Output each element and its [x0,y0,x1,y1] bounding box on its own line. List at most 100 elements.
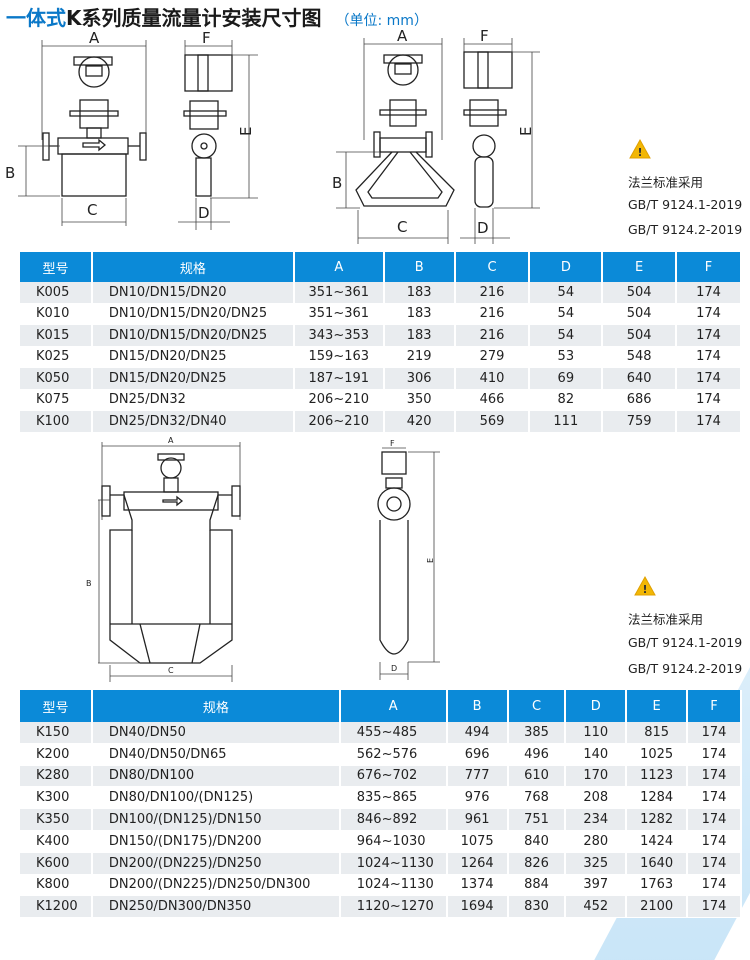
model-cell: K100 [20,410,93,433]
dimension-cell: 351~361 [293,303,385,325]
dimension-cell: 219 [383,346,456,368]
warning-icon: ! [634,575,656,596]
dimension-table-small: 型号 规格 A B C D E F K005 DN10/DN15/DN20 351~361 183 21… [20,252,742,433]
svg-text:C: C [168,666,174,675]
column-header: 型号 [20,690,93,722]
table-row: K400 DN150/(DN175)/DN200 964~1030 1075 840 28… [20,830,742,853]
flange-standard-1: GB/T 9124.1-2019 [628,197,743,212]
dimension-cell: 1640 [626,852,689,875]
dimension-cell: 174 [687,852,742,875]
dimension-cell: 53 [529,346,604,368]
svg-text:B: B [86,579,92,588]
svg-text:A: A [168,436,174,445]
column-header: B [446,690,509,722]
dimension-cell: 111 [529,410,604,433]
dimension-cell: 1282 [626,808,689,831]
column-header: C [454,252,531,282]
dimension-cell: 183 [383,303,456,325]
table-row: K1200 DN250/DN300/DN350 1120~1270 1694 830 45… [20,895,742,919]
dimension-cell: 183 [383,282,456,304]
dimension-cell: 187~191 [293,367,385,390]
dimension-cell: 562~576 [339,743,448,766]
dimension-cell: 846~892 [339,808,448,831]
dimension-cell: 174 [676,303,742,325]
svg-text:D: D [391,664,397,673]
dimension-cell: 410 [454,367,531,390]
drawing-v-front: A B C [332,27,455,244]
dimension-cell: 174 [676,410,742,433]
dimension-cell: 54 [529,324,604,347]
dimension-table-large: 型号 规格 A B C D E F K150 DN40/DN50 455~485 494 385 110 8… [20,690,742,919]
installation-drawings: A B C F E D A B C F E D A B C [5,27,656,682]
dimension-cell: 350 [383,389,456,411]
svg-text:A: A [89,29,100,47]
dimension-cell: 54 [529,282,604,304]
flange-note-label: 法兰标准采用 [628,612,704,627]
dimension-cell: 280 [565,830,628,853]
table-row: K100 DN25/DN32/DN40 206~210 420 569 111 759 174 [20,410,742,433]
dimension-cell: 110 [565,722,628,744]
model-cell: K400 [20,830,93,853]
dimension-cell: 279 [454,346,531,368]
dimension-cell: 840 [507,830,567,853]
table-row: K075 DN25/DN32 206~210 350 466 82 686 174 [20,389,742,411]
model-cell: K200 [20,743,93,766]
dimension-cell: 385 [507,722,567,744]
spec-cell: DN200/(DN225)/DN250 [91,852,341,875]
dimension-cell: 216 [454,324,531,347]
flange-note-label: 法兰标准采用 [628,175,704,190]
dimension-cell: 976 [446,786,509,810]
warning-icon: ! [629,138,651,159]
dimension-cell: 140 [565,743,628,766]
svg-text:D: D [198,204,210,222]
dimension-cell: 884 [507,874,567,897]
dimension-cell: 777 [446,765,509,788]
model-cell: K150 [20,722,93,744]
table-row: K300 DN80/DN100/(DN125) 835~865 976 768 208 12… [20,786,742,810]
drawing-large-front: A B C [86,436,241,682]
svg-text:E: E [426,558,435,563]
drawing-large-side: F E D [377,439,440,680]
dimension-cell: 420 [383,410,456,433]
table-header: 型号 规格 A B C D E F [20,690,742,722]
model-cell: K050 [20,367,93,390]
dimension-cell: 1075 [446,830,509,853]
dimension-cell: 826 [507,852,567,875]
dimension-cell: 610 [507,765,567,788]
dimension-cell: 174 [676,346,742,368]
dimension-cell: 504 [602,303,678,325]
dimension-cell: 548 [602,346,678,368]
svg-text:!: ! [638,146,643,159]
spec-cell: DN10/DN15/DN20/DN25 [91,324,295,347]
svg-text:F: F [202,29,211,47]
svg-text:F: F [390,439,395,448]
table-row: K280 DN80/DN100 676~702 777 610 170 1123 174 [20,765,742,788]
dimension-cell: 174 [687,765,742,788]
model-cell: K800 [20,874,93,897]
dimension-cell: 174 [687,808,742,831]
spec-cell: DN25/DN32 [91,389,295,411]
spec-cell: DN10/DN15/DN20 [91,282,295,304]
dimension-cell: 206~210 [293,389,385,411]
dimension-cell: 69 [529,367,604,390]
flange-standard-2: GB/T 9124.2-2019 [628,222,743,237]
column-header: D [529,252,604,282]
column-header: E [626,690,689,722]
table-row: K015 DN10/DN15/DN20/DN25 343~353 183 216 54 50… [20,324,742,347]
dimension-cell: 1120~1270 [339,895,448,919]
table-row: K010 DN10/DN15/DN20/DN25 351~361 183 216 54 50… [20,303,742,325]
dimension-cell: 1123 [626,765,689,788]
dimension-cell: 759 [602,410,678,433]
drawing-v-side: F E D [460,27,540,244]
spec-cell: DN40/DN50/DN65 [91,743,341,766]
spec-cell: DN100/(DN125)/DN150 [91,808,341,831]
spec-cell: DN25/DN32/DN40 [91,410,295,433]
dimension-cell: 206~210 [293,410,385,433]
dimension-cell: 496 [507,743,567,766]
dimension-cell: 569 [454,410,531,433]
column-header: 规格 [91,690,341,722]
dimension-cell: 1284 [626,786,689,810]
spec-cell: DN80/DN100/(DN125) [91,786,341,810]
dimension-cell: 174 [687,722,742,744]
dimension-cell: 174 [676,324,742,347]
